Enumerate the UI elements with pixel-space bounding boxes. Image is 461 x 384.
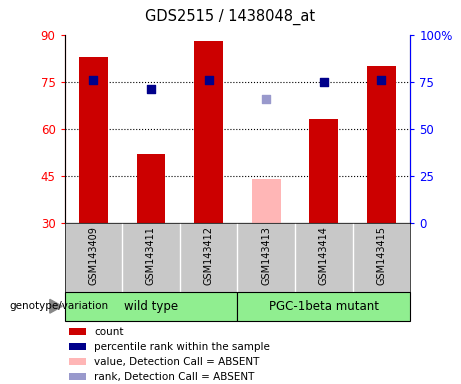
- Bar: [237, 292, 410, 321]
- Bar: [69, 358, 86, 365]
- Bar: [252, 179, 281, 223]
- Text: count: count: [95, 327, 124, 337]
- Bar: [69, 343, 86, 350]
- Point: [148, 86, 155, 92]
- Point: [205, 77, 212, 83]
- Bar: [65, 292, 237, 321]
- Bar: [194, 41, 223, 223]
- Text: value, Detection Call = ABSENT: value, Detection Call = ABSENT: [95, 357, 260, 367]
- Bar: [136, 154, 165, 223]
- Text: PGC-1beta mutant: PGC-1beta mutant: [269, 300, 379, 313]
- Point: [263, 96, 270, 102]
- Text: GSM143415: GSM143415: [377, 226, 386, 285]
- Bar: [367, 66, 396, 223]
- Bar: [309, 119, 338, 223]
- Text: GDS2515 / 1438048_at: GDS2515 / 1438048_at: [145, 9, 316, 25]
- Text: percentile rank within the sample: percentile rank within the sample: [95, 342, 270, 352]
- Text: GSM143413: GSM143413: [261, 226, 271, 285]
- Text: wild type: wild type: [124, 300, 178, 313]
- Bar: [69, 328, 86, 336]
- Text: GSM143411: GSM143411: [146, 226, 156, 285]
- Text: GSM143409: GSM143409: [89, 226, 98, 285]
- Bar: [69, 373, 86, 380]
- Text: GSM143414: GSM143414: [319, 226, 329, 285]
- Text: genotype/variation: genotype/variation: [9, 301, 108, 311]
- Point: [320, 79, 327, 85]
- Text: GSM143412: GSM143412: [204, 226, 213, 285]
- Bar: [79, 56, 108, 223]
- Point: [89, 77, 97, 83]
- Point: [378, 77, 385, 83]
- Text: rank, Detection Call = ABSENT: rank, Detection Call = ABSENT: [95, 372, 254, 382]
